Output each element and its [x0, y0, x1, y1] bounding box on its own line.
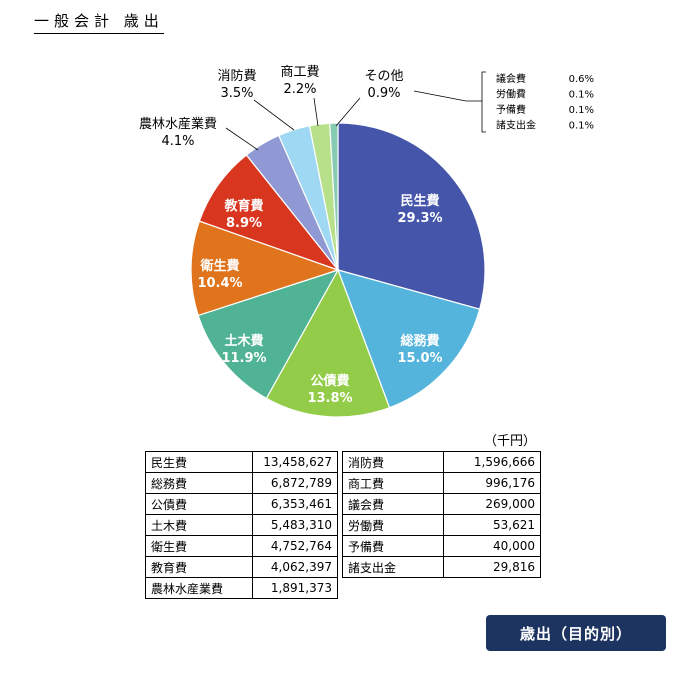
slice-percent-label: 4.1% [161, 134, 194, 149]
table-row: 総務費 6,872,789 [145, 472, 338, 494]
slice-name-label: 総務費 [400, 333, 439, 349]
amount-cell: 6,353,461 [252, 493, 338, 515]
bracket-line [481, 71, 486, 133]
bracket-leader-line [413, 90, 482, 102]
category-cell: 総務費 [145, 472, 253, 494]
category-cell: 土木費 [145, 514, 253, 536]
amount-cell: 29,816 [443, 556, 541, 578]
table-row: 民生費 13,458,627 [145, 451, 338, 473]
amount-cell: 4,752,764 [252, 535, 338, 557]
table-row: 労働費 53,621 [342, 514, 541, 536]
slice-percent-label: 10.4% [197, 276, 242, 291]
slice-name-label: 衛生費 [199, 258, 239, 274]
slice-name-label: その他 [364, 69, 403, 84]
slice-percent-label: 8.9% [226, 216, 262, 231]
category-cell: 公債費 [145, 493, 253, 515]
section-badge: 歳出（目的別） [486, 615, 666, 651]
table-row: 衛生費 4,752,764 [145, 535, 338, 557]
table-row: 教育費 4,062,397 [145, 556, 338, 578]
unit-label: （千円） [484, 434, 537, 449]
amount-cell: 1,891,373 [252, 577, 338, 599]
slice-name-label: 土木費 [224, 333, 263, 349]
pie-slice [197, 268, 340, 400]
leader-line [253, 99, 295, 131]
table-row: 議会費 269,000 [342, 493, 541, 515]
other-breakdown-percent: 0.1% [569, 121, 594, 132]
slice-percent-label: 29.3% [397, 211, 442, 226]
slice-percent-label: 13.8% [307, 391, 352, 406]
expenditure-table-right: 消防費 1,596,666 商工費 996,176 議会費 269,000 労働費 53,62… [342, 451, 541, 578]
slice-percent-label: 0.9% [367, 86, 400, 101]
other-breakdown-percent: 0.1% [569, 105, 594, 116]
slice-name-label: 消防費 [217, 68, 256, 84]
pie-slice [329, 122, 339, 271]
table-row: 土木費 5,483,310 [145, 514, 338, 536]
amount-cell: 996,176 [443, 472, 541, 494]
table-row: 消防費 1,596,666 [342, 451, 541, 473]
pie-slice [190, 220, 340, 317]
category-cell: 消防費 [342, 451, 444, 473]
category-cell: 労働費 [342, 514, 444, 536]
table-row: 商工費 996,176 [342, 472, 541, 494]
category-cell: 議会費 [342, 493, 444, 515]
pie-slices [190, 122, 486, 418]
other-breakdown-name: 諸支出金 [496, 119, 536, 132]
pie-slice [198, 154, 340, 272]
slice-name-label: 農林水産業費 [139, 116, 217, 132]
other-breakdown-name: 予備費 [496, 103, 526, 116]
expenditure-table-left: 民生費 13,458,627 総務費 6,872,789 公債費 6,353,461 土木費… [145, 451, 338, 599]
other-breakdown-percent: 0.1% [569, 90, 594, 101]
slice-name-label: 教育費 [223, 198, 263, 214]
other-breakdown-name: 労働費 [496, 88, 526, 101]
slice-labels: 民生費 29.3% 総務費 15.0% 公債費 13.8% 土木費 11.9% 衛生費 10.4%… [139, 65, 443, 406]
slice-name-label: 民生費 [400, 193, 439, 209]
table-row: 諸支出金 29,816 [342, 556, 541, 578]
amount-cell: 53,621 [443, 514, 541, 536]
pie-slice [265, 268, 391, 418]
amount-cell: 1,596,666 [443, 451, 541, 473]
slice-percent-label: 11.9% [221, 351, 266, 366]
slice-percent-label: 3.5% [220, 86, 253, 101]
category-cell: 商工費 [342, 472, 444, 494]
amount-cell: 40,000 [443, 535, 541, 557]
amount-cell: 4,062,397 [252, 556, 338, 578]
other-breakdown: 議会費 0.6% 労働費 0.1% 予備費 0.1% 諸支出金 0.1% [413, 71, 594, 133]
table-row: 農林水産業費 1,891,373 [145, 577, 338, 599]
slice-percent-label: 2.2% [283, 82, 316, 97]
amount-cell: 6,872,789 [252, 472, 338, 494]
category-cell: 農林水産業費 [145, 577, 253, 599]
other-breakdown-name: 議会費 [496, 72, 526, 85]
pie-slice [337, 122, 486, 310]
page-title: 一般会計 歳出 [34, 10, 164, 34]
leader-line [225, 127, 259, 151]
other-breakdown-percent: 0.6% [569, 74, 594, 85]
category-cell: 諸支出金 [342, 556, 444, 578]
leader-lines [225, 97, 361, 151]
slice-name-label: 商工費 [280, 65, 319, 80]
amount-cell: 5,483,310 [252, 514, 338, 536]
leader-line [335, 97, 361, 127]
category-cell: 教育費 [145, 556, 253, 578]
leader-line [313, 97, 319, 127]
pie-slice [337, 269, 481, 409]
amount-cell: 13,458,627 [252, 451, 338, 473]
pie-chart: 民生費 29.3% 総務費 15.0% 公債費 13.8% 土木費 11.9% 衛生費 10.4%… [139, 65, 594, 418]
category-cell: 衛生費 [145, 535, 253, 557]
category-cell: 予備費 [342, 535, 444, 557]
slice-name-label: 公債費 [310, 373, 349, 389]
table-row: 予備費 40,000 [342, 535, 541, 557]
amount-cell: 269,000 [443, 493, 541, 515]
category-cell: 民生費 [145, 451, 253, 473]
table-row: 公債費 6,353,461 [145, 493, 338, 515]
slice-percent-label: 15.0% [397, 351, 442, 366]
